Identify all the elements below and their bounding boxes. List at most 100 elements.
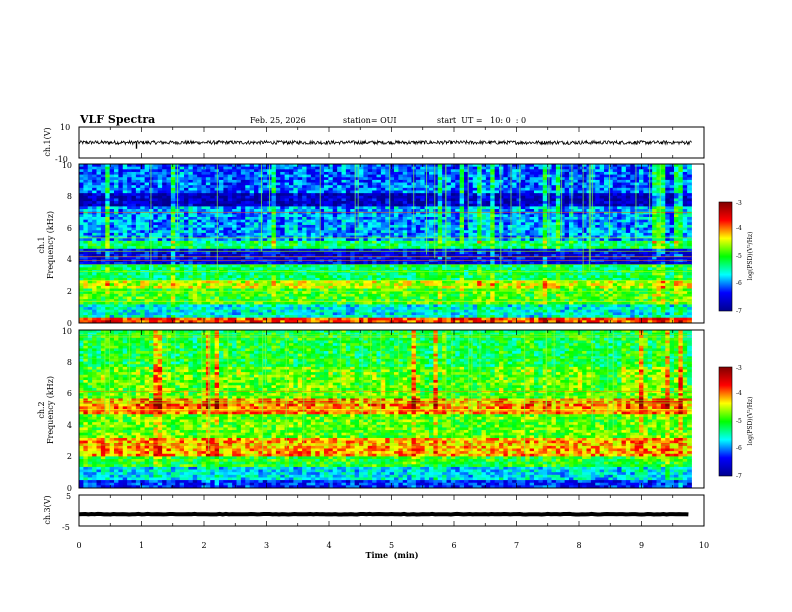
spec-cell: [682, 222, 688, 226]
spec-cell: [297, 227, 303, 231]
spec-cell: [96, 240, 102, 244]
spec-cell: [547, 195, 552, 199]
spec-cell: [166, 185, 172, 189]
spec-cell: [472, 238, 478, 242]
spec-cell: [472, 217, 478, 221]
spec-cell: [79, 256, 84, 260]
spec-cell: [271, 171, 277, 175]
spec-cell: [197, 177, 202, 181]
spec-cell: [634, 179, 640, 183]
spec-cell: [398, 203, 404, 207]
spec-cell: [380, 171, 386, 175]
spec-cell: [634, 185, 640, 189]
spec-cell: [122, 217, 128, 221]
spec-cell: [656, 193, 662, 197]
spec-cell: [639, 246, 644, 250]
spec-cell: [135, 256, 141, 260]
spec-cell: [590, 243, 596, 247]
spec-cell: [459, 214, 465, 218]
spec-cell: [407, 230, 412, 234]
spec-cell: [464, 246, 469, 250]
spec-cell: [604, 227, 609, 231]
spec-cell: [262, 217, 268, 221]
spec-cell: [442, 214, 447, 218]
spec-cell: [525, 235, 531, 239]
spec-cell: [205, 224, 211, 228]
spec-cell: [170, 222, 176, 226]
spec-cell: [538, 232, 544, 236]
spec-cell: [525, 246, 531, 250]
spec-cell: [131, 174, 137, 178]
spec-cell: [617, 171, 622, 175]
spec-cell: [109, 256, 115, 260]
spec-cell: [625, 187, 631, 191]
spec-cell: [494, 198, 500, 202]
spec-cell: [267, 235, 272, 239]
spec-cell: [660, 174, 666, 178]
spec-cell: [127, 195, 132, 199]
spec-cell: [577, 164, 583, 168]
spec-cell: [678, 203, 684, 207]
spec-cell: [485, 232, 491, 236]
spec-cell: [415, 164, 421, 168]
spec-cell: [315, 254, 321, 258]
spec-cell: [131, 222, 137, 226]
spec-cell: [564, 201, 570, 205]
spec-cell: [293, 217, 299, 221]
spec-cell: [249, 185, 255, 189]
spec-cell: [494, 227, 500, 231]
spec-cell: [105, 238, 111, 242]
spec-cell: [669, 224, 675, 228]
spec-cell: [429, 219, 434, 223]
spec-cell: [507, 164, 513, 168]
spec-cell: [341, 174, 347, 178]
spec-cell: [512, 174, 517, 178]
spec-cell: [595, 169, 601, 173]
spec-cell: [254, 182, 259, 186]
spec-cell: [271, 198, 277, 202]
spec-cell: [582, 185, 587, 189]
spec-cell: [555, 240, 561, 244]
spec-cell: [499, 164, 504, 168]
spec-cell: [577, 222, 583, 226]
spec-cell: [376, 214, 382, 218]
spec-cell: [275, 227, 281, 231]
spec-cell: [310, 209, 316, 213]
spec-cell: [660, 195, 666, 199]
spec-cell: [96, 190, 102, 194]
spec-cell: [192, 174, 198, 178]
spec-cell: [306, 169, 312, 173]
spec-cell: [665, 198, 671, 202]
spec-cell: [459, 193, 465, 197]
spec-cell: [459, 166, 465, 170]
spec-cell: [367, 171, 373, 175]
spec-cell: [525, 232, 531, 236]
spec-cell: [254, 179, 259, 183]
spec-cell: [184, 219, 189, 223]
spec-cell: [652, 206, 657, 210]
spec-cell: [389, 222, 395, 226]
spec-cell: [407, 171, 412, 175]
spec-cell: [376, 201, 382, 205]
spec-cell: [284, 166, 290, 170]
spec-cell: [464, 187, 469, 191]
spec-cell: [608, 248, 614, 252]
spec-cell: [372, 232, 377, 236]
spec-cell: [297, 203, 303, 207]
spec-cell: [512, 206, 517, 210]
spec-cell: [297, 217, 303, 221]
spec-cell: [135, 195, 141, 199]
spec-cell: [455, 235, 461, 239]
spec-cell: [188, 209, 194, 213]
spec-cell: [96, 232, 102, 236]
spec-cell: [127, 235, 132, 239]
spec-cell: [385, 198, 391, 202]
spec-cell: [380, 193, 386, 197]
spec-cell: [96, 187, 102, 191]
spec-cell: [372, 238, 377, 242]
spec-cell: [328, 246, 334, 250]
spec-cell: [157, 190, 163, 194]
spec-cell: [442, 254, 447, 258]
spec-cell: [415, 214, 421, 218]
spec-cell: [205, 198, 211, 202]
